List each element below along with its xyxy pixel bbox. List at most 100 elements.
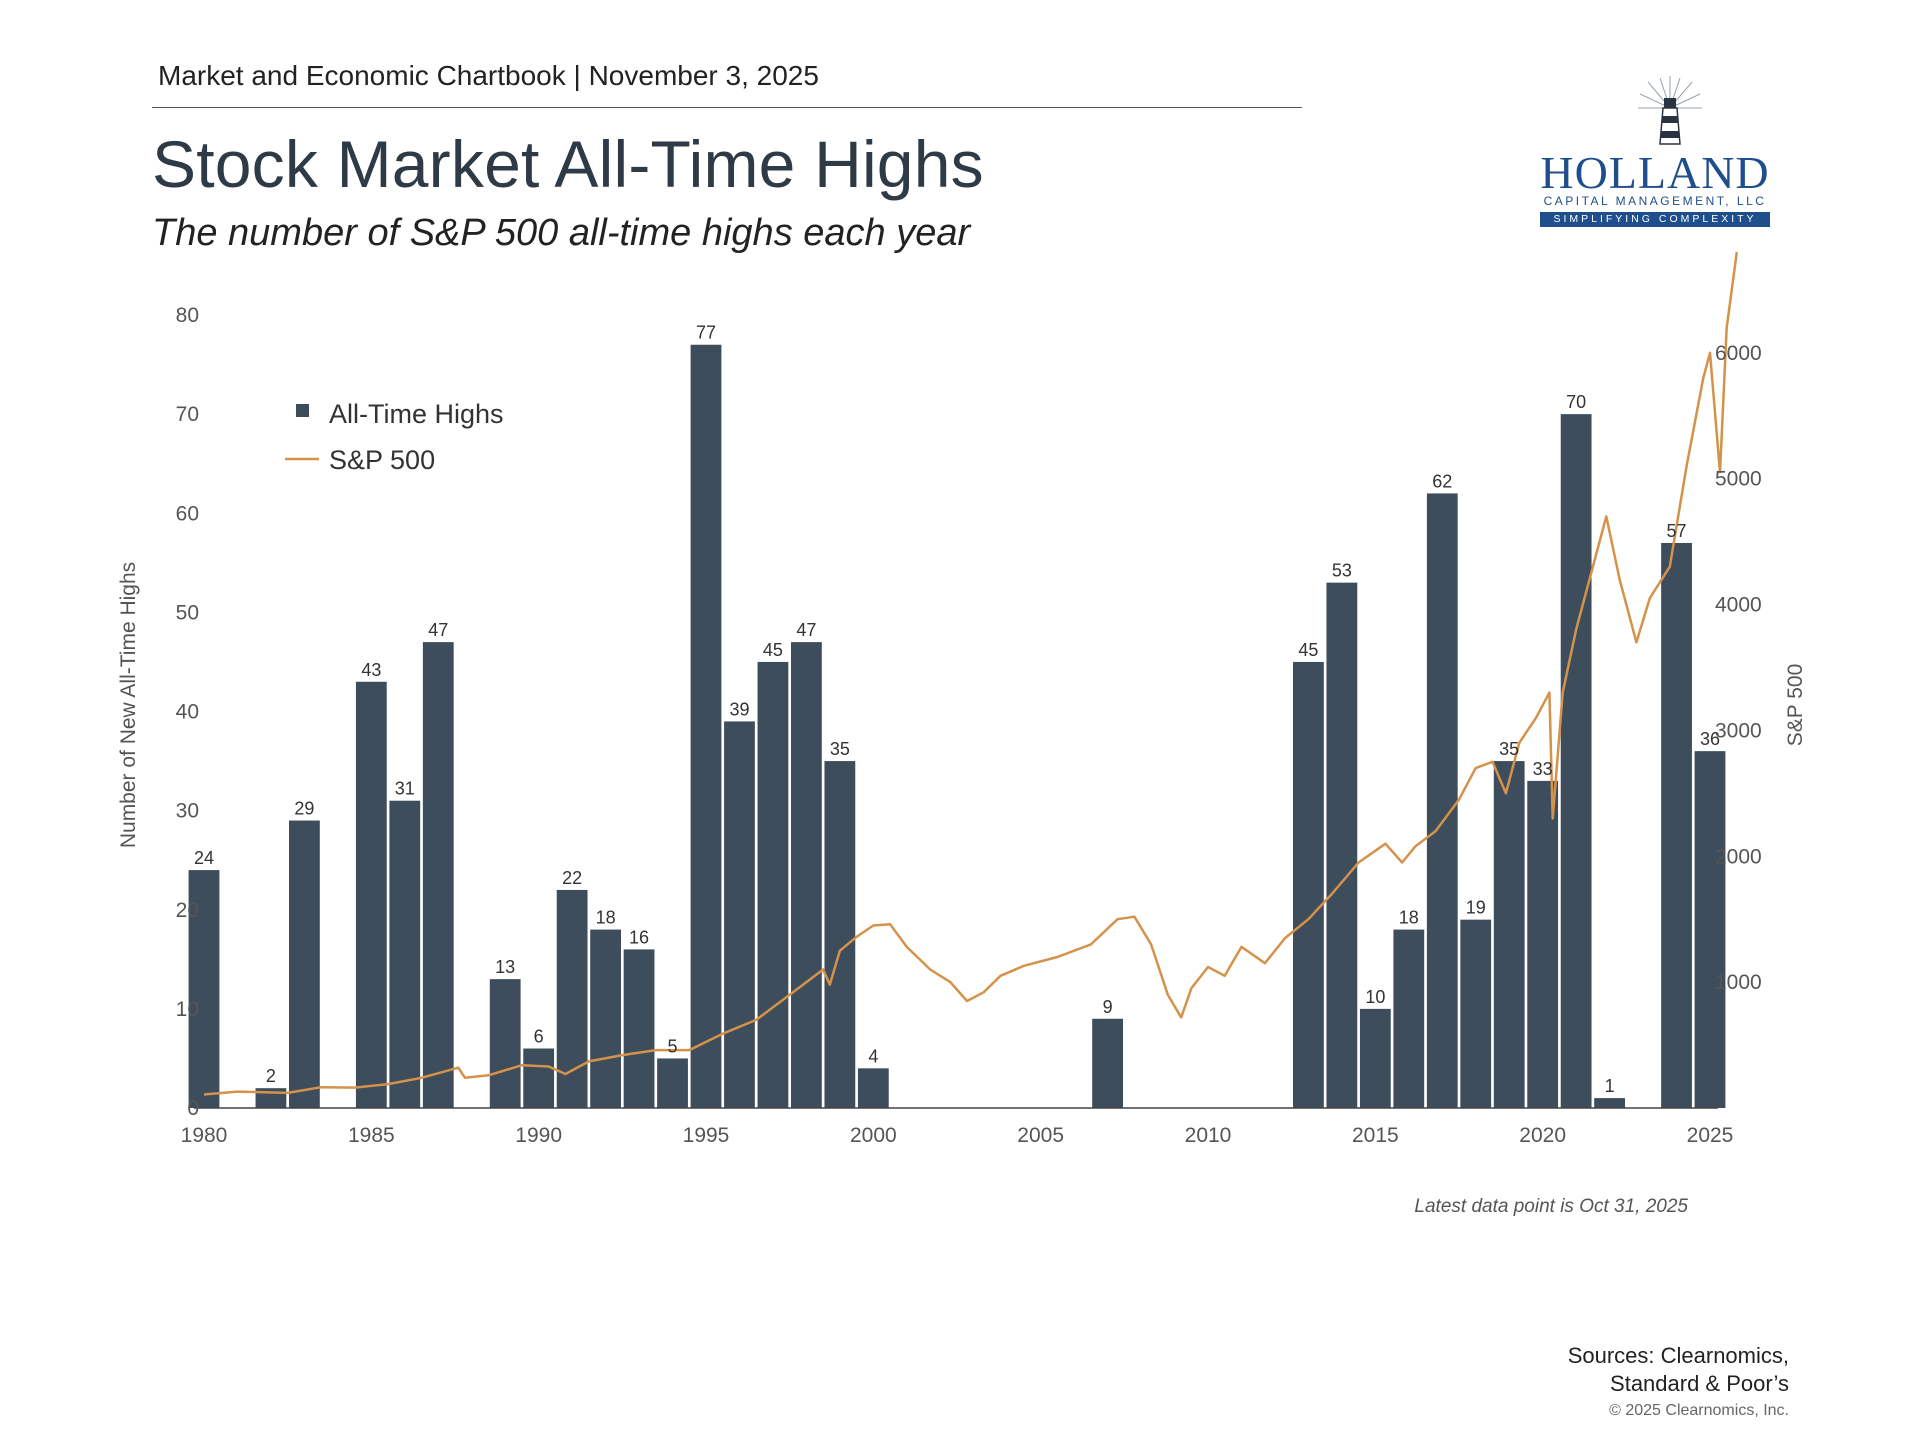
bar-label-2022: 1 (1605, 1076, 1615, 1096)
bar-1997 (757, 661, 789, 1108)
bar-label-2016: 18 (1399, 908, 1419, 928)
bar-label-1980: 24 (194, 848, 214, 868)
bar-label-2021: 70 (1566, 392, 1586, 412)
bar-1995 (690, 344, 722, 1108)
bar-2013 (1293, 661, 1324, 1108)
x-tick-2025: 2025 (1687, 1124, 1734, 1147)
bar-1987 (422, 642, 454, 1108)
bar-1996 (724, 721, 755, 1108)
y2-tick-5000: 5000 (1715, 468, 1762, 491)
x-tick-2020: 2020 (1519, 1124, 1566, 1147)
bar-label-1993: 16 (629, 927, 649, 947)
y-tick-60: 60 (176, 502, 199, 525)
x-tick-1980: 1980 (181, 1124, 228, 1147)
bar-label-2014: 53 (1332, 561, 1352, 581)
x-tick-1995: 1995 (683, 1124, 730, 1147)
bar-label-2007: 9 (1103, 997, 1113, 1017)
bar-1985 (355, 681, 387, 1108)
bar-2017 (1426, 493, 1458, 1108)
bar-1993 (623, 949, 655, 1108)
x-tick-2005: 2005 (1017, 1124, 1064, 1147)
bar-1980 (188, 870, 220, 1108)
bar-2018 (1460, 919, 1492, 1108)
y-tick-10: 10 (176, 998, 199, 1021)
x-tick-2015: 2015 (1352, 1124, 1399, 1147)
sources-line-1: Sources: Clearnomics, (1567, 1343, 1789, 1368)
bar-label-1986: 31 (395, 779, 415, 799)
bar-label-1987: 47 (428, 620, 448, 640)
logo-subtitle: CAPITAL MANAGEMENT, LLC (1543, 194, 1767, 208)
y-tick-50: 50 (176, 601, 199, 624)
y2-tick-3000: 3000 (1715, 719, 1762, 742)
bar-label-1994: 5 (668, 1036, 678, 1056)
bar-label-1989: 13 (495, 957, 515, 977)
bar-1986 (389, 800, 421, 1108)
y2-tick-6000: 6000 (1715, 342, 1762, 365)
y2-tick-4000: 4000 (1715, 594, 1762, 617)
x-tick-1990: 1990 (515, 1124, 562, 1147)
bar-1989 (489, 979, 521, 1108)
logo-wordmark: HOLLAND (1540, 147, 1770, 198)
bar-1999 (824, 761, 856, 1108)
page-subtitle: The number of S&P 500 all-time highs eac… (152, 212, 971, 254)
y-tick-70: 70 (176, 403, 199, 426)
copyright: © 2025 Clearnomics, Inc. (1609, 1402, 1789, 1419)
bar-label-2020: 33 (1533, 759, 1553, 779)
bar-label-2015: 10 (1365, 987, 1385, 1007)
bar-1992 (590, 929, 621, 1108)
bar-label-2018: 19 (1466, 898, 1486, 918)
bar-label-2000: 4 (868, 1046, 878, 1066)
bar-label-2013: 45 (1298, 640, 1318, 660)
x-tick-2000: 2000 (850, 1124, 897, 1147)
legend-bar-label: All-Time Highs (329, 399, 504, 429)
logo-tagline: SIMPLIFYING COMPLEXITY (1540, 212, 1770, 227)
bar-label-1995: 77 (696, 323, 716, 343)
bar-label-1999: 35 (830, 739, 850, 759)
y-tick-0: 0 (187, 1097, 199, 1120)
y2-axis-title: S&P 500 (1784, 664, 1807, 747)
bar-1991 (556, 889, 588, 1108)
legend-line-label: S&P 500 (329, 445, 435, 475)
bar-2021 (1560, 414, 1592, 1108)
y-axis-title: Number of New All-Time Highs (117, 562, 140, 848)
bar-label-2024: 57 (1667, 521, 1687, 541)
bar-label-1982: 2 (266, 1066, 276, 1086)
bar-label-1992: 18 (596, 908, 616, 928)
sources: Sources: Clearnomics, Standard & Poor’s (1568, 1342, 1789, 1398)
bar-2007 (1092, 1018, 1123, 1108)
bar-1994 (657, 1058, 688, 1108)
bar-2015 (1359, 1008, 1391, 1108)
bar-2022 (1594, 1098, 1625, 1108)
y-tick-20: 20 (176, 899, 199, 922)
bar-2019 (1493, 761, 1525, 1108)
bar-2014 (1326, 582, 1358, 1108)
bar-2025 (1694, 751, 1726, 1108)
bar-2000 (857, 1068, 889, 1108)
bar-2016 (1393, 929, 1425, 1108)
legend-bar-swatch (296, 404, 309, 417)
bar-label-1991: 22 (562, 868, 582, 888)
header-divider (152, 107, 1302, 108)
y-tick-30: 30 (176, 800, 199, 823)
page-title: Stock Market All-Time Highs (152, 127, 984, 201)
y2-tick-2000: 2000 (1715, 845, 1762, 868)
bar-1983 (289, 820, 320, 1108)
bar-label-1990: 6 (534, 1027, 544, 1047)
lighthouse-logo-icon (1638, 76, 1702, 145)
bar-1998 (791, 642, 822, 1108)
y2-tick-1000: 1000 (1715, 971, 1762, 994)
y-tick-40: 40 (176, 701, 199, 724)
chartbook-header: Market and Economic Chartbook | November… (158, 60, 819, 91)
bar-1990 (523, 1048, 555, 1108)
sp500-line (203, 251, 1739, 1096)
latest-data-note: Latest data point is Oct 31, 2025 (1414, 1196, 1688, 1217)
x-tick-2010: 2010 (1185, 1124, 1232, 1147)
bar-2024 (1661, 542, 1692, 1108)
bar-label-1996: 39 (729, 699, 749, 719)
bar-label-1983: 29 (294, 799, 314, 819)
bar-label-1998: 47 (796, 620, 816, 640)
bar-label-2017: 62 (1432, 471, 1452, 491)
bar-label-1997: 45 (763, 640, 783, 660)
y-tick-80: 80 (176, 304, 199, 327)
